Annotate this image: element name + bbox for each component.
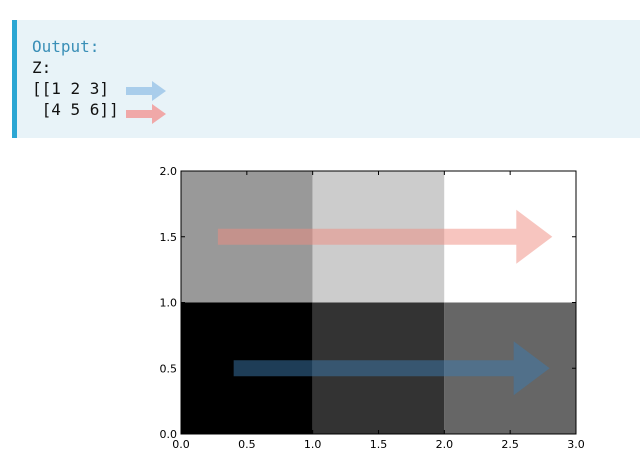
arrows-layer	[217, 209, 553, 396]
arrow-row2-shape	[126, 104, 166, 124]
x-tick-label: 2.0	[436, 438, 454, 451]
x-tick-label: 2.5	[501, 438, 519, 451]
ticks-layer: 0.0 0.5 1.0 1.5 2.0 2.5 3.0 0.0 0.5 1.0 1.5 2.0	[160, 165, 585, 451]
arrow-row1-shape	[126, 81, 166, 101]
output-line-row1: [[1 2 3]	[32, 79, 110, 98]
chart-arrow-row-1	[217, 209, 553, 264]
output-block: Output: Z: [[1 2 3] [4 5 6]]	[12, 20, 640, 138]
y-tick-label: 2.0	[160, 165, 178, 178]
y-tick-label: 0.5	[160, 362, 178, 375]
x-tick-label: 1.0	[304, 438, 322, 451]
x-tick-label: 3.0	[567, 438, 585, 451]
x-tick-label: 0.0	[172, 438, 190, 451]
arrow-row2-icon	[126, 104, 166, 124]
chart-arrow-row-0	[233, 341, 550, 396]
y-tick-label: 1.0	[160, 297, 178, 310]
x-tick-label: 1.5	[370, 438, 388, 451]
x-tick-label: 0.5	[238, 438, 256, 451]
arrow-row1-icon	[126, 81, 166, 101]
y-tick-label: 1.5	[160, 231, 178, 244]
y-tick-label: 0.0	[160, 428, 178, 441]
output-line-row2: [4 5 6]]	[32, 100, 119, 119]
output-line-z: Z:	[32, 58, 52, 77]
output-label: Output:	[32, 37, 100, 56]
